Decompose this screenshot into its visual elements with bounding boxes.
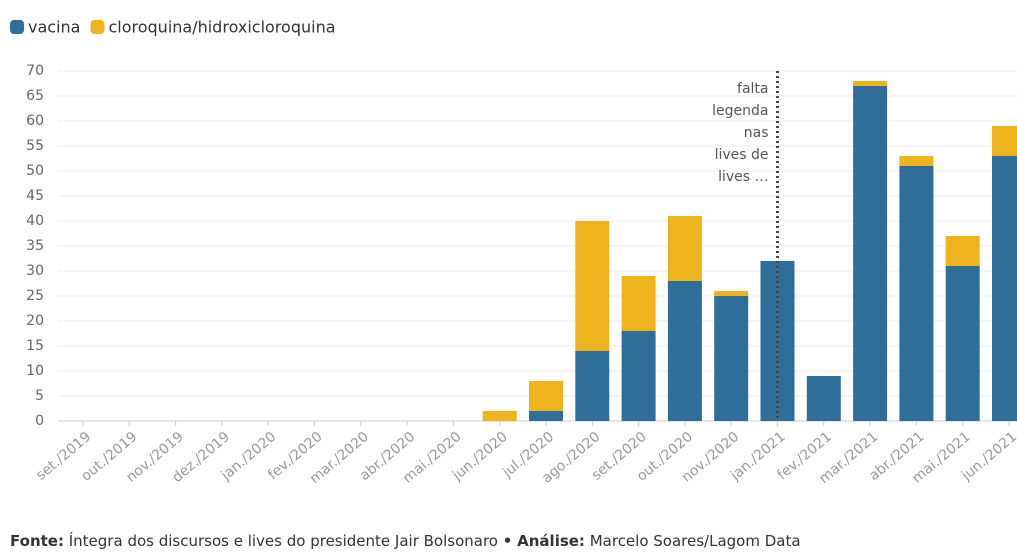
bar — [853, 81, 888, 86]
bar — [482, 411, 517, 421]
bar — [899, 156, 934, 166]
bar — [667, 281, 702, 421]
y-tick-label: 65 — [26, 88, 44, 104]
y-tick-label: 0 — [35, 413, 44, 429]
legend-swatch — [10, 20, 24, 34]
analysis-label: Análise: — [517, 532, 585, 550]
bar — [714, 296, 749, 421]
bar — [992, 156, 1017, 421]
footer: Fonte: Íntegra dos discursos e lives do … — [10, 531, 801, 550]
y-tick-label: 10 — [26, 363, 44, 379]
bar — [575, 351, 610, 421]
annotation-text: nas — [744, 125, 769, 141]
bar — [621, 276, 656, 331]
source-label: Fonte: — [10, 532, 64, 550]
separator: • — [503, 532, 513, 550]
y-tick-label: 50 — [26, 163, 44, 179]
bar — [529, 411, 563, 421]
bar — [714, 291, 749, 296]
bar — [667, 216, 702, 281]
y-tick-label: 35 — [26, 238, 44, 254]
y-tick-label: 25 — [26, 288, 44, 304]
bar — [621, 331, 656, 421]
bar — [575, 221, 610, 351]
annotation-text: legenda — [712, 103, 768, 119]
y-tick-label: 15 — [26, 338, 44, 354]
bar — [899, 166, 934, 421]
y-tick-label: 70 — [26, 63, 44, 79]
y-tick-label: 20 — [26, 313, 44, 329]
y-tick-label: 40 — [26, 213, 44, 229]
y-tick-label: 55 — [26, 138, 44, 154]
bar — [945, 266, 980, 421]
bar — [853, 86, 888, 421]
bar — [806, 376, 841, 421]
bar — [992, 126, 1017, 156]
annotation-text: falta — [737, 81, 768, 97]
source-text: Íntegra dos discursos e lives do preside… — [69, 531, 498, 550]
y-tick-label: 30 — [26, 263, 44, 279]
y-tick-label: 5 — [35, 388, 44, 404]
legend-label: cloroquina/hidroxicloroquina — [108, 18, 335, 37]
y-tick-label: 60 — [26, 113, 44, 129]
y-tick-label: 45 — [26, 188, 44, 204]
bar — [945, 236, 980, 266]
legend-swatch — [90, 20, 105, 34]
bar — [529, 381, 563, 411]
legend-label: vacina — [28, 18, 80, 37]
annotation-text: lives … — [718, 169, 768, 185]
analysis-text: Marcelo Soares/Lagom Data — [590, 532, 801, 550]
annotation-text: lives de — [715, 147, 769, 163]
